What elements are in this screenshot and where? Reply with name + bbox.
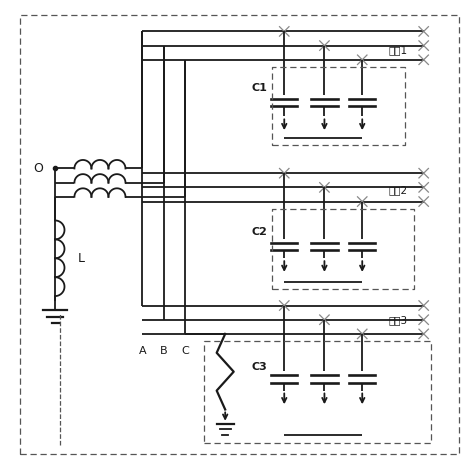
Text: 线路2: 线路2 <box>388 185 407 195</box>
Text: C2: C2 <box>252 227 268 237</box>
Text: L: L <box>78 252 84 265</box>
Text: A: A <box>139 346 146 356</box>
Text: B: B <box>160 346 167 356</box>
Text: C3: C3 <box>252 362 268 372</box>
Text: O: O <box>34 162 44 175</box>
Text: C: C <box>181 346 189 356</box>
Text: 线路3: 线路3 <box>388 315 407 325</box>
Text: C1: C1 <box>252 83 268 93</box>
Text: 线路1: 线路1 <box>388 46 407 55</box>
